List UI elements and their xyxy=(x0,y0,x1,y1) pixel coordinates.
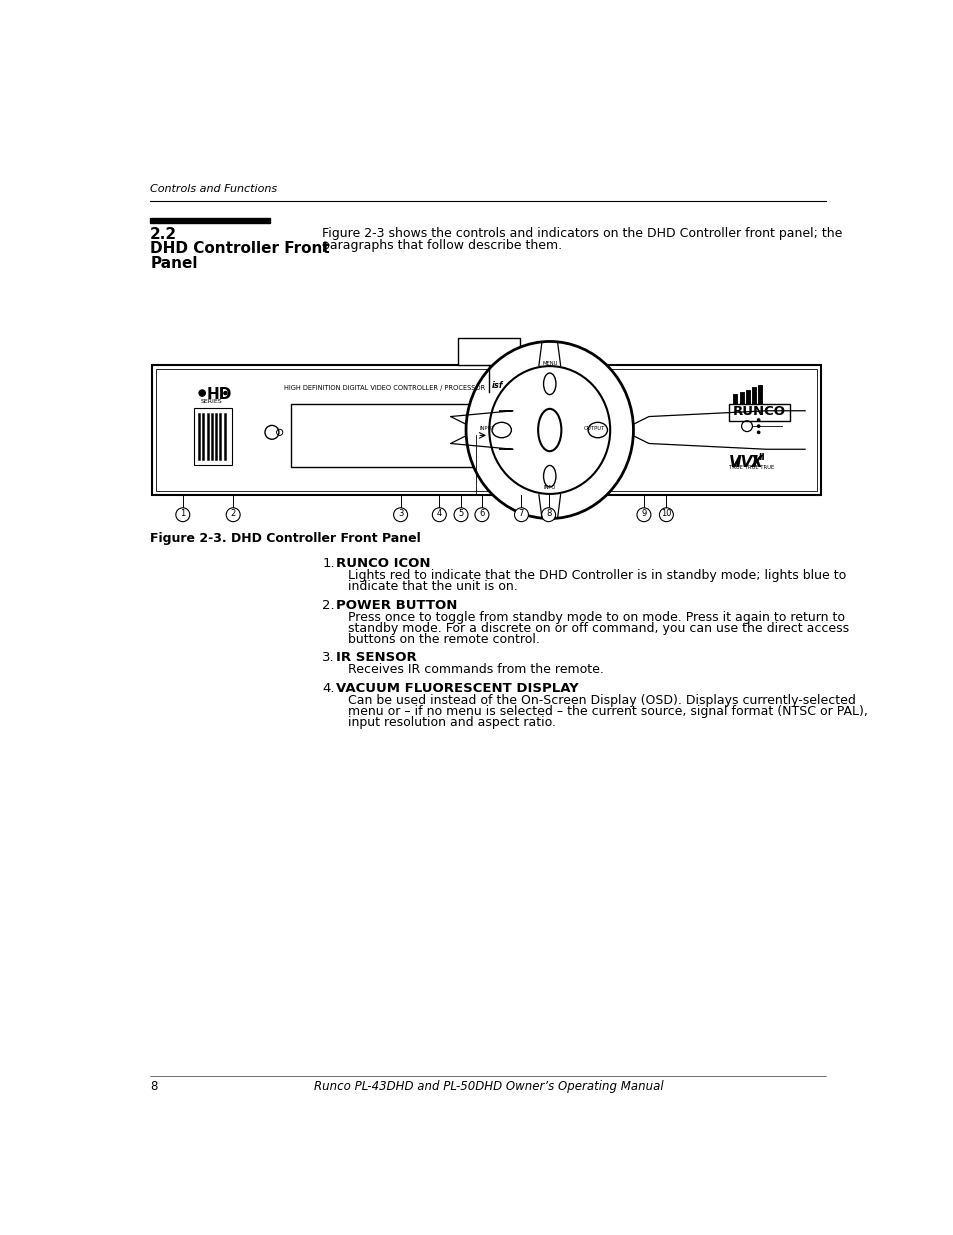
Text: 2.: 2. xyxy=(322,599,335,611)
Text: INFO: INFO xyxy=(543,485,556,490)
Text: TRUE TRUE TRUE: TRUE TRUE TRUE xyxy=(728,466,774,471)
Text: RUNCO ICON: RUNCO ICON xyxy=(335,557,431,571)
Text: II: II xyxy=(758,453,764,462)
Text: Can be used instead of the On-Screen Display (OSD). Displays currently-selected: Can be used instead of the On-Screen Dis… xyxy=(348,694,855,708)
Circle shape xyxy=(637,508,650,521)
Bar xyxy=(457,338,519,366)
Text: Press once to toggle from standby mode to on mode. Press it again to return to: Press once to toggle from standby mode t… xyxy=(348,611,844,624)
Text: MENU: MENU xyxy=(541,361,557,366)
Bar xyxy=(150,217,270,222)
Ellipse shape xyxy=(587,422,607,437)
Text: indicate that the unit is on.: indicate that the unit is on. xyxy=(348,580,517,593)
Bar xyxy=(155,369,816,490)
Bar xyxy=(291,404,476,467)
Circle shape xyxy=(454,508,468,521)
Text: 2.2: 2.2 xyxy=(150,227,177,242)
Text: IR SENSOR: IR SENSOR xyxy=(335,651,416,664)
Ellipse shape xyxy=(543,466,556,487)
Text: IVI: IVI xyxy=(735,454,758,469)
Circle shape xyxy=(757,425,759,427)
Circle shape xyxy=(757,431,759,433)
Text: buttons on the remote control.: buttons on the remote control. xyxy=(348,632,539,646)
Text: isf: isf xyxy=(491,380,502,390)
Text: 8: 8 xyxy=(545,509,551,519)
Ellipse shape xyxy=(489,366,610,494)
Circle shape xyxy=(226,508,240,521)
Text: HD: HD xyxy=(207,387,232,401)
Circle shape xyxy=(514,508,528,521)
Text: 4: 4 xyxy=(436,509,441,519)
Ellipse shape xyxy=(537,409,560,451)
Circle shape xyxy=(541,508,555,521)
Text: POWER BUTTON: POWER BUTTON xyxy=(335,599,457,611)
Text: X: X xyxy=(750,454,761,469)
Text: 1: 1 xyxy=(180,509,185,519)
Text: 4.: 4. xyxy=(322,682,335,695)
Text: Panel: Panel xyxy=(150,256,197,270)
Text: input resolution and aspect ratio.: input resolution and aspect ratio. xyxy=(348,716,556,729)
Ellipse shape xyxy=(492,422,511,437)
Circle shape xyxy=(224,391,227,395)
Ellipse shape xyxy=(543,373,556,395)
Text: paragraphs that follow describe them.: paragraphs that follow describe them. xyxy=(322,240,562,252)
Text: 3: 3 xyxy=(397,509,403,519)
Text: 7: 7 xyxy=(518,509,523,519)
Text: 8: 8 xyxy=(150,1079,157,1093)
Circle shape xyxy=(199,390,205,396)
Circle shape xyxy=(475,508,488,521)
Text: Runco PL-43DHD and PL-50DHD Owner’s Operating Manual: Runco PL-43DHD and PL-50DHD Owner’s Oper… xyxy=(314,1079,663,1093)
Text: 3.: 3. xyxy=(322,651,335,664)
Bar xyxy=(152,366,820,495)
Text: Figure 2-3. DHD Controller Front Panel: Figure 2-3. DHD Controller Front Panel xyxy=(150,531,420,545)
Text: HIGH DEFINITION DIGITAL VIDEO CONTROLLER / PROCESSOR: HIGH DEFINITION DIGITAL VIDEO CONTROLLER… xyxy=(283,385,484,391)
Text: 5: 5 xyxy=(458,509,463,519)
Text: 10: 10 xyxy=(660,509,671,519)
Text: 6: 6 xyxy=(478,509,484,519)
Bar xyxy=(728,404,789,421)
Bar xyxy=(488,378,512,394)
Text: 9: 9 xyxy=(640,509,646,519)
Text: standby mode. For a discrete on or off command, you can use the direct access: standby mode. For a discrete on or off c… xyxy=(348,621,848,635)
Circle shape xyxy=(394,508,407,521)
Text: Receives IR commands from the remote.: Receives IR commands from the remote. xyxy=(348,663,603,677)
Text: Lights red to indicate that the DHD Controller is in standby mode; lights blue t: Lights red to indicate that the DHD Cont… xyxy=(348,569,845,583)
Text: menu or – if no menu is selected – the current source, signal format (NTSC or PA: menu or – if no menu is selected – the c… xyxy=(348,705,867,718)
Text: VACUUM FLUORESCENT DISPLAY: VACUUM FLUORESCENT DISPLAY xyxy=(335,682,578,695)
Text: RUNCO: RUNCO xyxy=(732,405,785,417)
Bar xyxy=(194,408,232,466)
Text: V: V xyxy=(728,454,740,469)
Text: INPUT: INPUT xyxy=(479,426,495,431)
Circle shape xyxy=(175,508,190,521)
Text: OUTPUT: OUTPUT xyxy=(583,426,605,431)
Circle shape xyxy=(659,508,673,521)
Text: Controls and Functions: Controls and Functions xyxy=(150,184,277,194)
Text: 1.: 1. xyxy=(322,557,335,571)
Text: SERIES: SERIES xyxy=(200,399,222,404)
Ellipse shape xyxy=(466,341,633,519)
Text: DHD Controller Front: DHD Controller Front xyxy=(150,241,330,256)
Text: 2: 2 xyxy=(231,509,235,519)
Circle shape xyxy=(757,419,759,421)
Text: Figure 2-3 shows the controls and indicators on the DHD Controller front panel; : Figure 2-3 shows the controls and indica… xyxy=(322,227,841,240)
Circle shape xyxy=(432,508,446,521)
